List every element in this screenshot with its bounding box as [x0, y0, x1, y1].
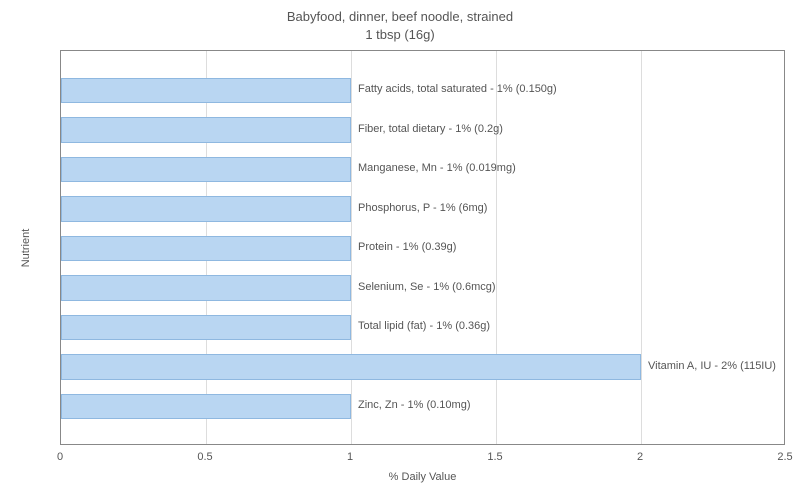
- chart-container: Babyfood, dinner, beef noodle, strained …: [0, 0, 800, 500]
- chart-title-line1: Babyfood, dinner, beef noodle, strained: [0, 8, 800, 26]
- x-tick-label: 2.5: [777, 451, 792, 463]
- bar-label: Vitamin A, IU - 2% (115IU): [648, 360, 776, 372]
- bar: [61, 236, 351, 261]
- y-axis-title: Nutrient: [20, 228, 32, 267]
- chart-title: Babyfood, dinner, beef noodle, strained …: [0, 0, 800, 43]
- x-tick-label: 2: [637, 451, 643, 463]
- bar: [61, 275, 351, 300]
- bar-label: Fatty acids, total saturated - 1% (0.150…: [358, 83, 557, 95]
- bar-label: Selenium, Se - 1% (0.6mcg): [358, 281, 496, 293]
- bar-label: Phosphorus, P - 1% (6mg): [358, 202, 487, 214]
- bar-label: Fiber, total dietary - 1% (0.2g): [358, 123, 503, 135]
- bar-label: Protein - 1% (0.39g): [358, 241, 456, 253]
- x-tick-label: 0: [57, 451, 63, 463]
- grid-line: [351, 51, 352, 444]
- x-tick-label: 1: [347, 451, 353, 463]
- bar-label: Manganese, Mn - 1% (0.019mg): [358, 162, 516, 174]
- x-tick-label: 1.5: [487, 451, 502, 463]
- bar-label: Total lipid (fat) - 1% (0.36g): [358, 320, 490, 332]
- x-axis-title: % Daily Value: [389, 471, 457, 483]
- grid-line: [496, 51, 497, 444]
- bar-label: Zinc, Zn - 1% (0.10mg): [358, 399, 470, 411]
- bar: [61, 196, 351, 221]
- bar: [61, 354, 641, 379]
- chart-title-line2: 1 tbsp (16g): [0, 26, 800, 44]
- bar: [61, 78, 351, 103]
- bar: [61, 315, 351, 340]
- grid-line: [641, 51, 642, 444]
- bar: [61, 157, 351, 182]
- x-tick-label: 0.5: [197, 451, 212, 463]
- bar: [61, 117, 351, 142]
- bar: [61, 394, 351, 419]
